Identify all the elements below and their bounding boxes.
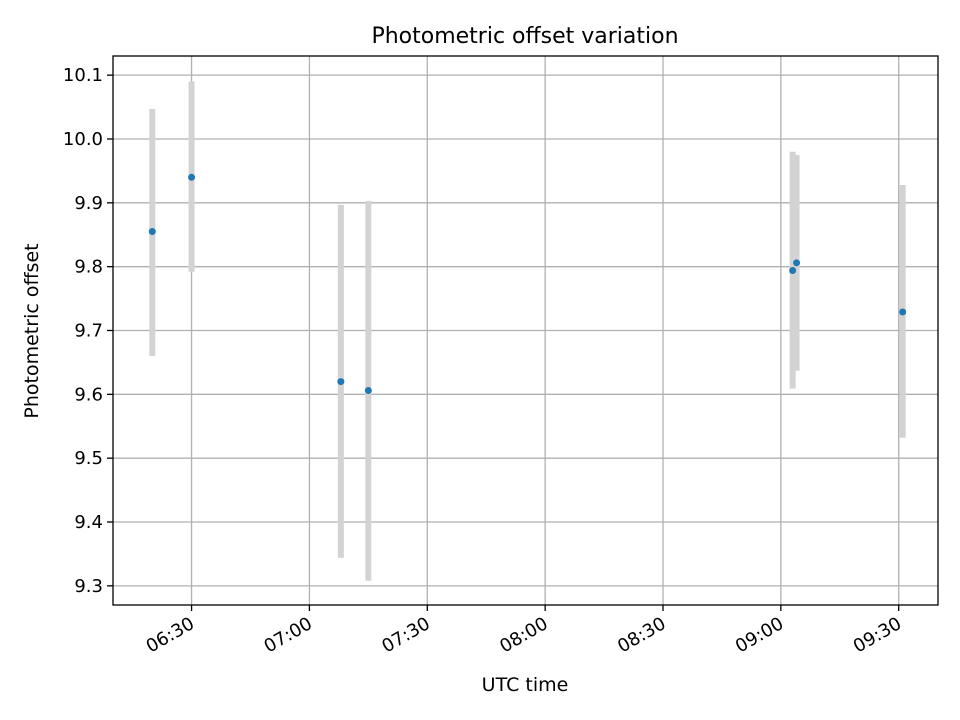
- chart-title: Photometric offset variation: [371, 24, 678, 49]
- data-points: [148, 173, 907, 395]
- data-point: [899, 308, 907, 316]
- y-tick-label: 9.5: [74, 448, 103, 469]
- y-tick-label: 9.4: [74, 512, 103, 533]
- x-axis-label: UTC time: [482, 674, 569, 696]
- data-point: [793, 259, 801, 267]
- y-tick-label: 9.6: [74, 384, 103, 405]
- y-tick-label: 10.0: [63, 129, 103, 150]
- grid: [113, 56, 938, 605]
- data-point: [148, 228, 156, 236]
- y-tick-label: 9.7: [74, 321, 103, 342]
- y-tick-label: 9.9: [74, 193, 103, 214]
- y-tick-label: 9.3: [74, 576, 103, 597]
- data-point: [188, 173, 196, 181]
- data-point: [364, 387, 372, 395]
- y-axis-label: Photometric offset: [21, 243, 43, 418]
- data-point: [789, 266, 797, 274]
- y-tick-label: 9.8: [74, 257, 103, 278]
- data-point: [337, 378, 345, 386]
- y-tick-label: 10.1: [63, 65, 103, 86]
- y-axis-ticks: 9.3 9.4 9.5 9.6 9.7 9.8 9.9 10.0 10.1: [63, 65, 113, 597]
